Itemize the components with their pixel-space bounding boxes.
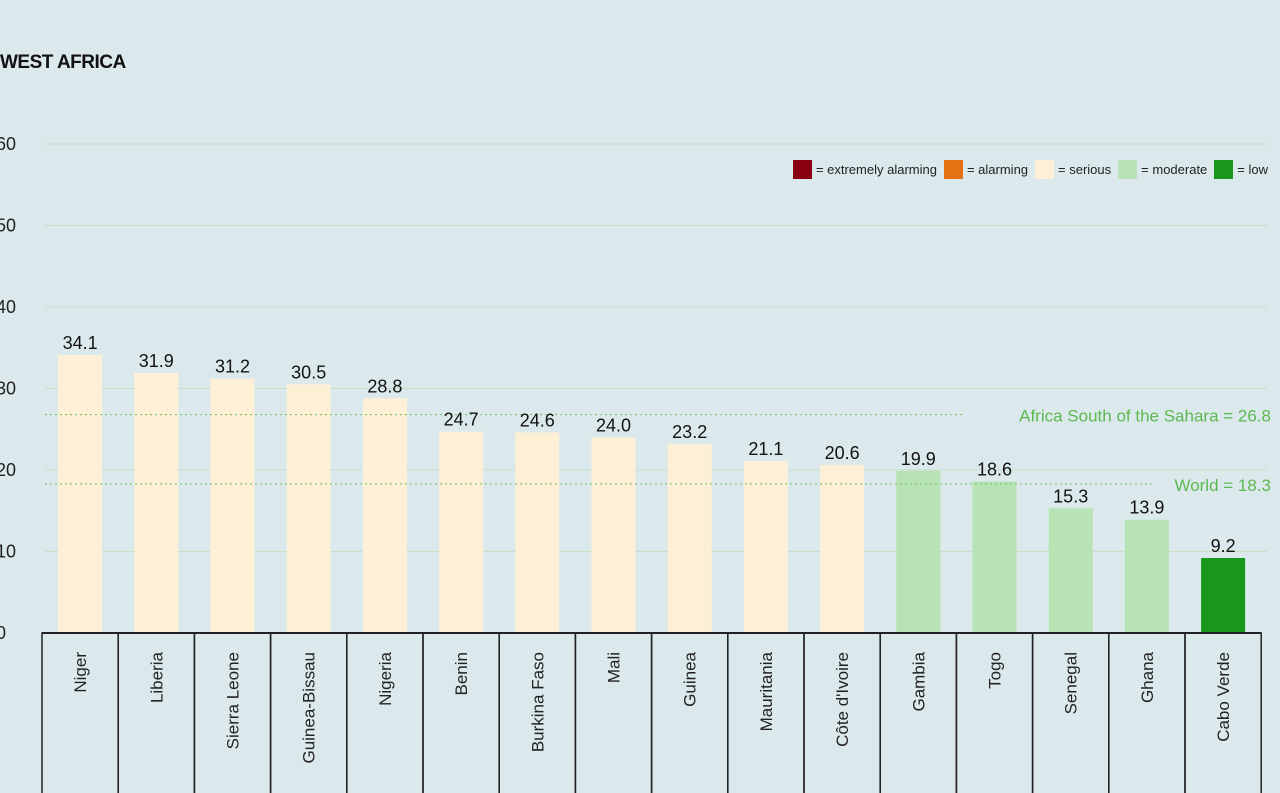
y-tick-label: 30: [0, 379, 16, 399]
bar: [134, 373, 179, 633]
x-tick-label: Ghana: [1138, 651, 1157, 703]
bar: [1201, 558, 1246, 633]
bar: [667, 443, 712, 633]
chart-title: WEST AFRICA: [0, 52, 126, 73]
bar-value-label: 20.6: [825, 443, 860, 463]
x-tick-label: Guinea-Bissau: [300, 652, 319, 764]
legend-item-serious: = serious: [1035, 160, 1111, 179]
legend-label: = extremely alarming: [815, 162, 937, 177]
legend-item-alarming: = alarming: [943, 160, 1029, 179]
x-tick-label: Togo: [986, 652, 1005, 689]
bar-value-label: 31.9: [139, 351, 174, 371]
reference-line-label: Africa South of the Sahara = 26.8: [1019, 407, 1271, 426]
bar: [1048, 508, 1093, 633]
y-tick-label: 40: [0, 297, 16, 317]
bar: [515, 432, 560, 633]
bar: [820, 465, 865, 633]
y-tick-label: 10: [0, 542, 16, 562]
x-tick-label: Liberia: [147, 651, 166, 703]
legend-item-moderate: = moderate: [1118, 160, 1207, 179]
y-tick-label: 20: [0, 460, 16, 480]
reference-label-bg: [961, 401, 1278, 426]
bar-value-label: 30.5: [291, 362, 326, 382]
bar-value-label: 21.1: [748, 439, 783, 459]
legend-item-low: = low: [1214, 160, 1268, 179]
bar: [362, 398, 407, 633]
legend: = extremely alarming = alarming = serious =…: [792, 160, 1268, 179]
bar-value-label: 9.2: [1211, 536, 1236, 556]
x-tick-label: Mali: [605, 652, 624, 683]
bar-value-label: 15.3: [1053, 486, 1088, 506]
bar-value-label: 31.2: [215, 357, 250, 377]
reference-label-bg: [1152, 470, 1278, 495]
reference-line-label: World = 18.3: [1174, 476, 1271, 495]
legend-item-extremely-alarming: = extremely alarming: [792, 160, 937, 179]
bar: [1124, 519, 1169, 633]
bar-value-label: 34.1: [63, 333, 98, 353]
bar-value-label: 24.6: [520, 411, 555, 431]
x-tick-label: Guinea: [681, 651, 700, 706]
bar: [210, 378, 255, 633]
legend-label: = moderate: [1141, 162, 1208, 177]
x-tick-label: Senegal: [1062, 652, 1081, 714]
bar: [591, 437, 636, 633]
x-tick-label: Nigeria: [376, 651, 395, 705]
bar-value-label: 24.0: [596, 415, 631, 435]
bar: [896, 470, 941, 633]
y-tick-label: 0: [0, 623, 6, 643]
bar: [286, 384, 331, 633]
x-tick-label: Niger: [71, 652, 90, 693]
x-tick-label: Sierra Leone: [224, 652, 243, 749]
bar-value-label: 24.7: [444, 410, 479, 430]
y-tick-label: 60: [0, 134, 16, 154]
bar: [58, 355, 103, 633]
bar: [972, 481, 1017, 633]
legend-swatch: [943, 160, 963, 179]
bar-value-label: 18.6: [977, 459, 1012, 479]
bar-value-label: 13.9: [1129, 498, 1164, 518]
bar-value-label: 28.8: [367, 376, 402, 396]
legend-label: = low: [1237, 162, 1268, 177]
y-tick-label: 50: [0, 216, 16, 236]
x-tick-label: Mauritania: [757, 651, 776, 731]
bar: [439, 431, 484, 633]
x-tick-label: Benin: [452, 652, 471, 695]
x-tick-label: Burkina Faso: [528, 652, 547, 752]
bar-value-label: 23.2: [672, 422, 707, 442]
legend-label: = serious: [1058, 162, 1112, 177]
bar: [743, 461, 788, 633]
legend-label: = alarming: [966, 162, 1029, 177]
bar-value-label: 19.9: [901, 449, 936, 469]
legend-swatch: [1035, 160, 1055, 179]
x-tick-label: Cabo Verde: [1214, 652, 1233, 742]
x-tick-label: Côte d'Ivoire: [833, 652, 852, 747]
legend-swatch: [1118, 160, 1138, 179]
x-tick-label: Gambia: [909, 651, 928, 711]
legend-swatch: [1214, 160, 1234, 179]
legend-swatch: [792, 160, 812, 179]
